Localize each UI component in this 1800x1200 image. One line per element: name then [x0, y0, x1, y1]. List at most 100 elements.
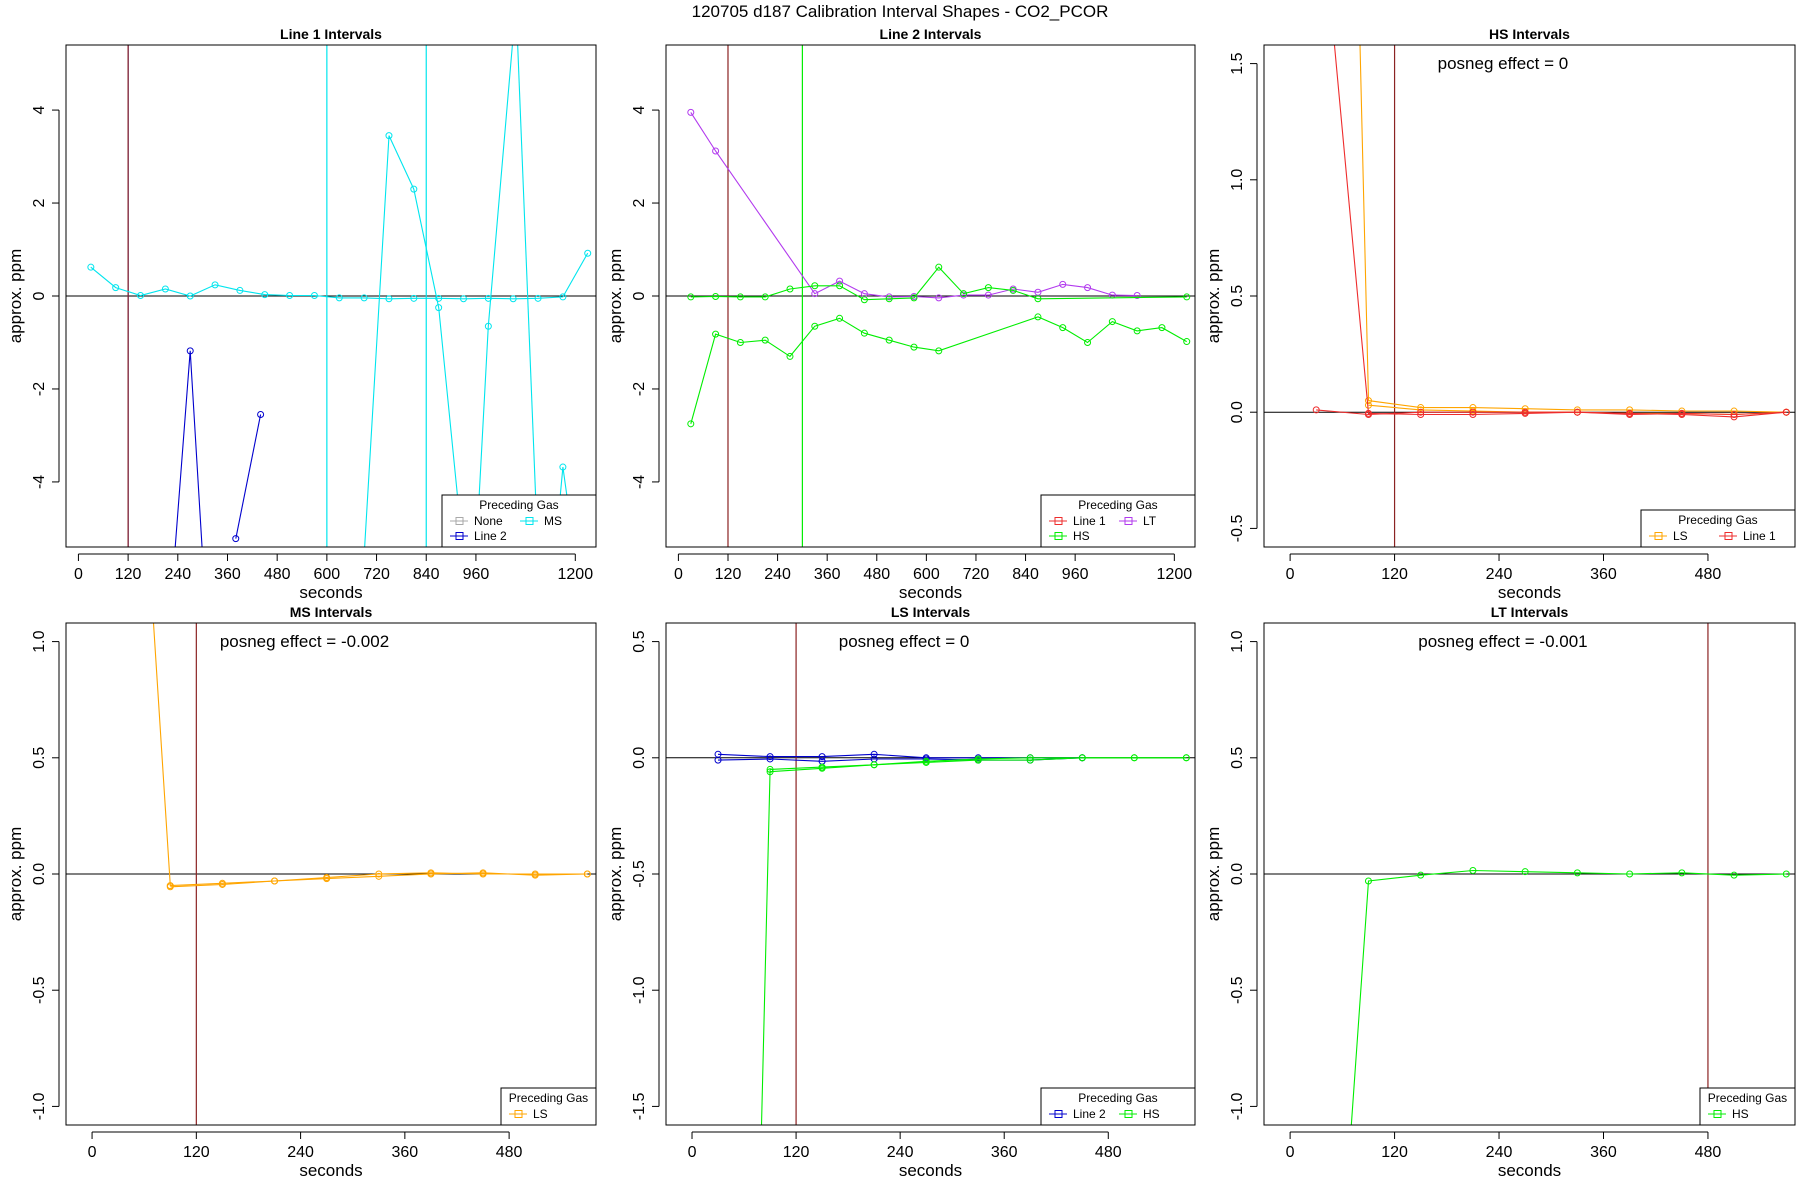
x-tick-label: 0 — [688, 1144, 697, 1161]
data-point — [375, 872, 383, 880]
legend-box — [1699, 1087, 1796, 1126]
x-tick-label: 960 — [1062, 566, 1089, 583]
x-tick-label: 480 — [264, 566, 291, 583]
x-tick-label: 480 — [1095, 1144, 1122, 1161]
y-tick-label: -2 — [631, 382, 648, 396]
data-point — [584, 249, 592, 257]
y-tick-label: 0.5 — [631, 630, 648, 652]
legend-swatch — [1054, 517, 1063, 525]
legend: Preceding Gas LS Line 1 — [1640, 509, 1796, 548]
legend-swatch — [514, 1110, 523, 1118]
series-line — [170, 872, 588, 888]
data-point — [910, 294, 918, 302]
data-point — [870, 750, 878, 758]
data-point — [112, 284, 120, 292]
x-tick-label: 240 — [1486, 1144, 1513, 1161]
x-tick-label: 720 — [363, 566, 390, 583]
y-axis: -1.0 -0.5 0.0 0.5 1.0 approx. ppm — [1204, 630, 1258, 1121]
legend-swatch — [455, 517, 464, 525]
data-point — [435, 304, 443, 312]
plot-frame — [665, 44, 1196, 548]
legend-label: MS — [544, 514, 562, 528]
x-axis-label: seconds — [899, 583, 962, 602]
plot-frame — [65, 622, 597, 1126]
data-point — [1364, 877, 1372, 885]
legend-swatch — [1124, 517, 1133, 525]
data-point — [1108, 318, 1116, 326]
x-tick-label: 0 — [1286, 1144, 1295, 1161]
y-tick-label: 1.0 — [1229, 169, 1246, 191]
series-line — [475, 45, 513, 547]
x-tick-label: 120 — [715, 566, 742, 583]
x-tick-label: 360 — [392, 1144, 419, 1161]
y-tick-label: -0.5 — [1229, 515, 1246, 543]
data-point — [531, 870, 539, 878]
x-tick-label: 360 — [991, 1144, 1018, 1161]
series-line — [235, 414, 262, 539]
x-tick-label: 480 — [863, 566, 890, 583]
data-point — [761, 336, 769, 344]
data-point — [1573, 869, 1581, 877]
data-point — [766, 765, 774, 773]
x-tick-label: 240 — [1486, 566, 1513, 583]
x-tick-label: 120 — [1381, 1144, 1408, 1161]
data-point — [257, 411, 265, 419]
x-tick-label: 720 — [963, 566, 990, 583]
y-axis: -1.0 -0.5 0.0 0.5 1.0 approx. ppm — [6, 630, 60, 1120]
y-tick-label: 0 — [31, 291, 48, 300]
y-tick-label: -1.0 — [1229, 1093, 1246, 1121]
data-point — [1183, 338, 1191, 346]
data-point — [166, 883, 174, 891]
x-axis: 0 120 240 360 480 seconds — [88, 1131, 523, 1180]
y-tick-label: -4 — [31, 475, 48, 489]
data-point — [1059, 324, 1067, 332]
data-point — [1730, 871, 1738, 879]
data-point — [534, 294, 542, 302]
data-point — [1312, 406, 1320, 414]
x-axis-label: seconds — [1498, 1161, 1561, 1180]
data-point — [1133, 327, 1141, 335]
data-point — [1678, 409, 1686, 417]
data-point — [984, 291, 992, 299]
data-point — [1034, 295, 1042, 303]
data-point — [687, 420, 695, 428]
data-point — [410, 185, 418, 193]
posneg-annotation: posneg effect = -0.002 — [220, 632, 389, 651]
x-tick-label: 480 — [1695, 1144, 1722, 1161]
x-axis-label: seconds — [299, 583, 362, 602]
series-line — [517, 45, 539, 547]
data-point — [1678, 869, 1686, 877]
data-point — [1084, 284, 1092, 292]
data-point — [714, 756, 722, 764]
data-point — [922, 757, 930, 765]
data-point — [1782, 408, 1790, 416]
data-point — [885, 295, 893, 303]
y-tick-label: 0.5 — [1229, 747, 1246, 769]
legend-swatch — [525, 517, 534, 525]
data-point — [935, 294, 943, 302]
posneg-annotation: posneg effect = -0.001 — [1418, 632, 1587, 651]
series-ls — [152, 623, 591, 891]
data-point — [232, 535, 240, 543]
data-point — [559, 293, 567, 301]
legend-label: None — [474, 514, 503, 528]
y-tick-label: -1.5 — [631, 1093, 648, 1121]
data-point — [1573, 408, 1581, 416]
x-tick-label: 0 — [674, 566, 683, 583]
y-tick-label: -4 — [631, 475, 648, 489]
data-point — [910, 343, 918, 351]
legend-box — [500, 1087, 597, 1126]
y-tick-label: -0.5 — [31, 976, 48, 1004]
x-axis: 0 120 240 360 480 600 720 840 960 1200 seconds — [74, 553, 593, 602]
legend-box — [1040, 1087, 1196, 1126]
data-point — [766, 753, 774, 761]
data-point — [818, 753, 826, 761]
y-axis: -4 -2 0 2 4 approx. ppm — [606, 106, 660, 489]
x-tick-label: 120 — [183, 1144, 210, 1161]
y-tick-label: -1.0 — [631, 976, 648, 1004]
plot-frame — [65, 44, 597, 548]
y-axis: -4 -2 0 2 4 approx. ppm — [6, 106, 60, 489]
data-point — [1364, 397, 1372, 405]
